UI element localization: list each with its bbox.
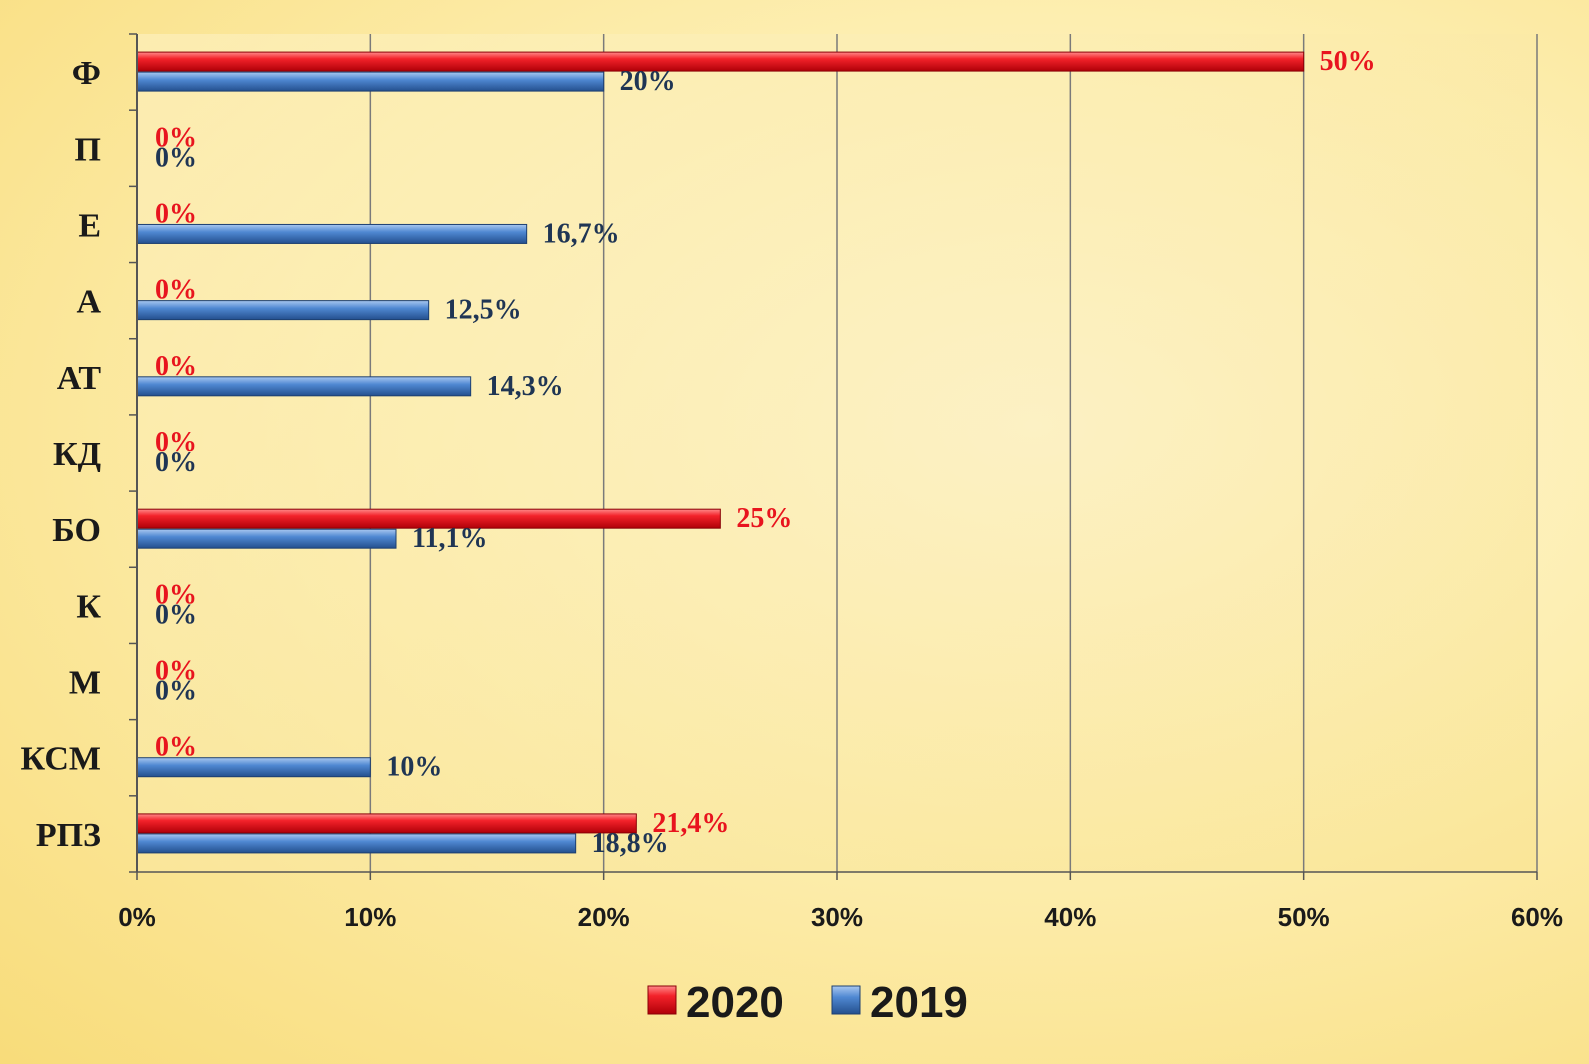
value-label-2020: 0% <box>155 579 197 610</box>
category-label: КД <box>53 436 101 473</box>
category-label: М <box>69 665 101 702</box>
value-label-2019: 11,1% <box>412 523 487 554</box>
bar-2020 <box>136 813 637 834</box>
category-label: АТ <box>57 360 102 397</box>
category-label: П <box>75 131 101 168</box>
x-tick-label: 60% <box>1511 902 1563 932</box>
legend-swatch-2019 <box>831 985 861 1015</box>
x-tick-label: 0% <box>118 902 156 932</box>
category-label: КСМ <box>21 741 101 778</box>
category-label: А <box>76 284 101 321</box>
labels-layer: Ф 50%20%П 0%0%Е 0%16,7%А 0%12,5%АТ 0%14,3%КД 0… <box>21 46 1376 859</box>
x-tick-label: 30% <box>811 902 863 932</box>
value-label-2020: 0% <box>155 198 197 229</box>
axis-layer: 0% 10% 20% 30% 40% 50% 60% <box>118 33 1563 932</box>
value-label-2019: 0% <box>155 142 197 173</box>
value-label-2019: 12,5% <box>445 295 522 326</box>
value-label-2020: 0% <box>155 351 197 382</box>
value-label-2019: 0% <box>155 676 197 707</box>
x-tick-label: 40% <box>1044 902 1096 932</box>
bar-2020 <box>136 51 1305 72</box>
legend-label-2020: 2020 <box>686 978 784 1027</box>
x-tick-label: 20% <box>578 902 630 932</box>
x-tick-label: 50% <box>1278 902 1330 932</box>
value-label-2020: 0% <box>155 427 197 458</box>
value-label-2020: 0% <box>155 275 197 306</box>
value-label-2020: 25% <box>736 503 792 534</box>
value-label-2020: 50% <box>1320 46 1376 77</box>
grid-layer <box>369 34 1538 872</box>
value-label-2019: 16,7% <box>543 218 620 249</box>
value-label-2019: 0% <box>155 599 197 630</box>
value-label-2019: 18,8% <box>592 828 669 859</box>
category-label: БО <box>52 512 101 549</box>
value-label-2019: 20% <box>620 66 676 97</box>
category-label: К <box>76 588 101 625</box>
value-label-2019: 14,3% <box>487 371 564 402</box>
value-label-2020: 0% <box>155 122 197 153</box>
x-tick-label: 10% <box>344 902 396 932</box>
bar-2019 <box>136 528 397 549</box>
value-label-2020: 21,4% <box>652 808 729 839</box>
value-label-2019: 0% <box>155 447 197 478</box>
value-label-2020: 0% <box>155 656 197 687</box>
bar-2019 <box>136 833 577 854</box>
category-label: Ф <box>72 55 101 92</box>
category-label: РПЗ <box>36 817 101 854</box>
value-label-2020: 0% <box>155 732 197 763</box>
legend-swatch-2020 <box>647 985 677 1015</box>
legend: 2020 2019 <box>647 978 968 1027</box>
value-label-2019: 10% <box>386 752 442 783</box>
bar-2019 <box>136 71 605 92</box>
category-label: Е <box>78 207 101 244</box>
legend-label-2019: 2019 <box>870 978 968 1027</box>
